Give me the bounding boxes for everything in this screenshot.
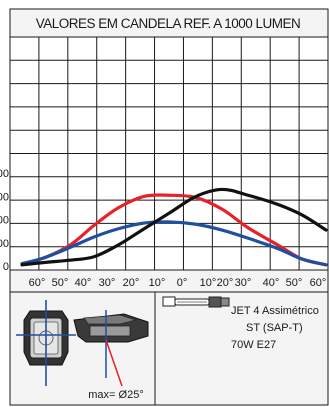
luminaire-icon [16, 300, 149, 387]
x-axis-labels: 60° 50° 40° 30° 20° 10° 0° 10° 20° 30° 40° 50° 60° [29, 277, 327, 289]
x-tick-label: 50° [52, 277, 69, 289]
lamp-power: 70W E27 [231, 339, 276, 351]
series-group [20, 187, 328, 267]
series-line-3 [20, 187, 328, 267]
lamp-type: ST (SAP-T) [246, 322, 303, 334]
x-tick-label: 0° [177, 277, 188, 289]
plot-area [9, 36, 329, 271]
x-tick-label: 20° [123, 277, 140, 289]
beam-angle-label: max= Ø25° [88, 389, 143, 401]
x-tick-label: 50° [286, 277, 303, 289]
x-tick-label: 60° [29, 277, 46, 289]
x-tick-label: 10° [149, 277, 166, 289]
y-tick-label: 00 [0, 238, 9, 250]
y-axis-labels: 000000000 [0, 168, 9, 273]
x-tick-label: 40° [263, 277, 280, 289]
x-tick-label: 30° [99, 277, 116, 289]
x-tick-label: 60° [310, 277, 327, 289]
x-tick-label: 10° [200, 277, 217, 289]
lamp-icon [162, 296, 230, 308]
chart-title: VALORES EM CANDELA REF. A 1000 LUMEN [36, 16, 301, 31]
y-tick-label: 0 [3, 261, 9, 273]
series-line-1 [20, 193, 328, 267]
y-tick-label: 00 [0, 215, 9, 227]
y-tick-label: 00 [0, 168, 9, 180]
chart-title-box [9, 8, 329, 38]
lamp-model: JET 4 Assimétrico [231, 305, 319, 317]
grid-lines [10, 37, 328, 270]
x-tick-label: 30° [235, 277, 252, 289]
x-tick-label: 40° [75, 277, 92, 289]
y-tick-label: 00 [0, 191, 9, 203]
series-line-2 [20, 220, 328, 267]
x-tick-label: 20° [217, 277, 234, 289]
